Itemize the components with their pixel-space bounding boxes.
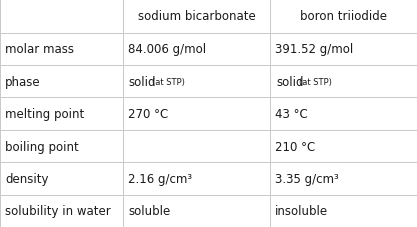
Text: 84.006 g/mol: 84.006 g/mol bbox=[128, 43, 206, 56]
Text: sodium bicarbonate: sodium bicarbonate bbox=[138, 10, 256, 23]
Text: solid: solid bbox=[276, 75, 304, 89]
Text: boron triiodide: boron triiodide bbox=[300, 10, 387, 23]
Text: 2.16 g/cm³: 2.16 g/cm³ bbox=[128, 172, 192, 185]
Text: 391.52 g/mol: 391.52 g/mol bbox=[275, 43, 354, 56]
Text: 3.35 g/cm³: 3.35 g/cm³ bbox=[275, 172, 339, 185]
Text: (at STP): (at STP) bbox=[299, 77, 332, 86]
Text: solubility in water: solubility in water bbox=[5, 204, 111, 217]
Text: 43 °C: 43 °C bbox=[275, 108, 308, 121]
Text: 270 °C: 270 °C bbox=[128, 108, 168, 121]
Text: phase: phase bbox=[5, 75, 40, 89]
Text: molar mass: molar mass bbox=[5, 43, 74, 56]
Text: 210 °C: 210 °C bbox=[275, 140, 316, 153]
Text: insoluble: insoluble bbox=[275, 204, 328, 217]
Text: density: density bbox=[5, 172, 48, 185]
Text: boiling point: boiling point bbox=[5, 140, 79, 153]
Text: melting point: melting point bbox=[5, 108, 84, 121]
Text: soluble: soluble bbox=[128, 204, 170, 217]
Text: (at STP): (at STP) bbox=[152, 77, 185, 86]
Text: solid: solid bbox=[129, 75, 156, 89]
